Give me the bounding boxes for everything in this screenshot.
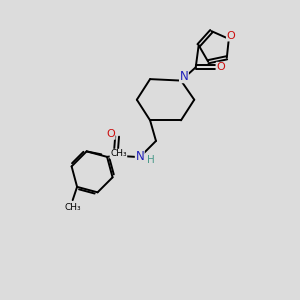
Text: O: O bbox=[216, 62, 225, 72]
Text: N: N bbox=[180, 70, 188, 83]
Text: N: N bbox=[135, 150, 144, 163]
Text: H: H bbox=[147, 155, 155, 165]
Text: O: O bbox=[226, 31, 235, 41]
Text: CH₃: CH₃ bbox=[110, 149, 127, 158]
Text: O: O bbox=[106, 129, 115, 139]
Text: CH₃: CH₃ bbox=[64, 203, 81, 212]
